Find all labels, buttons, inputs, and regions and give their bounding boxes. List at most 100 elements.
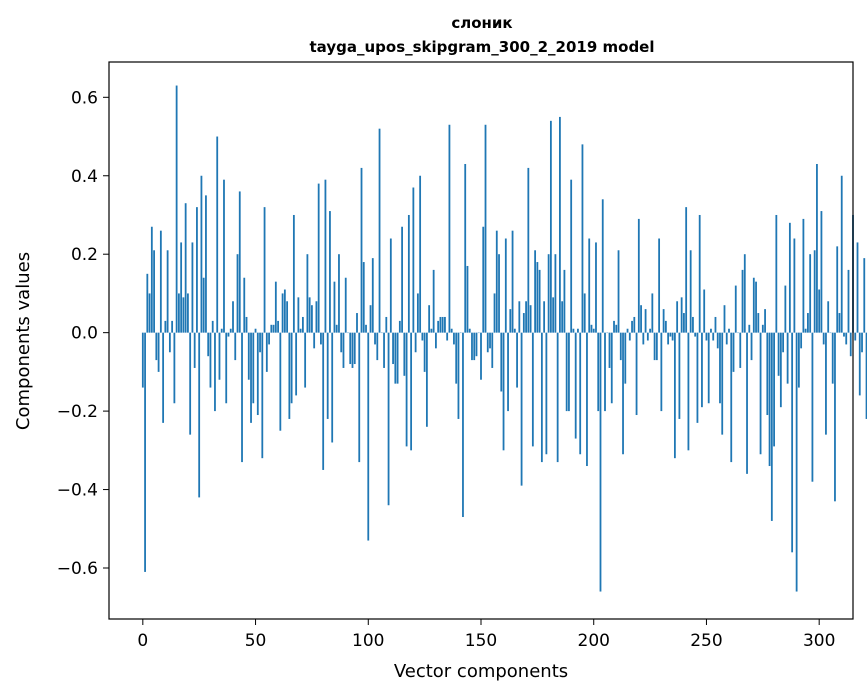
bar bbox=[610, 332, 613, 404]
bar bbox=[633, 316, 636, 333]
bar bbox=[259, 332, 261, 353]
bar bbox=[171, 320, 174, 333]
bar bbox=[834, 332, 836, 502]
bar bbox=[701, 332, 703, 408]
bar bbox=[455, 332, 458, 384]
bar bbox=[444, 316, 446, 333]
bar bbox=[407, 214, 410, 333]
bar bbox=[480, 332, 482, 380]
bar bbox=[739, 332, 742, 368]
bar bbox=[534, 250, 537, 333]
bar bbox=[482, 226, 485, 333]
bar bbox=[322, 332, 325, 470]
bar bbox=[331, 332, 334, 443]
bar bbox=[504, 238, 507, 333]
bar bbox=[531, 332, 534, 447]
bar bbox=[290, 332, 293, 404]
bar bbox=[574, 332, 577, 439]
bar bbox=[360, 167, 363, 333]
bar bbox=[865, 332, 867, 419]
bar bbox=[732, 332, 735, 372]
bar bbox=[746, 332, 748, 474]
bar bbox=[349, 332, 352, 365]
bar bbox=[286, 301, 289, 333]
bar bbox=[509, 309, 512, 333]
bar bbox=[146, 273, 149, 333]
bar bbox=[538, 269, 541, 333]
bar bbox=[516, 332, 518, 388]
x-tick-label: 0 bbox=[137, 631, 148, 651]
bar bbox=[653, 332, 656, 361]
bar bbox=[320, 332, 322, 345]
bar bbox=[784, 285, 787, 333]
bar bbox=[687, 332, 690, 451]
bar bbox=[734, 285, 737, 333]
bar bbox=[768, 332, 771, 467]
y-tick-label: −0.6 bbox=[57, 559, 98, 579]
bar bbox=[342, 332, 345, 368]
bar bbox=[435, 332, 437, 349]
bar bbox=[446, 332, 449, 341]
y-axis-label: Components values bbox=[13, 252, 34, 430]
bar bbox=[707, 332, 710, 404]
bar bbox=[759, 332, 762, 455]
bar bbox=[164, 320, 167, 333]
bar bbox=[441, 316, 444, 333]
bar bbox=[601, 199, 604, 333]
bar bbox=[615, 324, 618, 333]
bar bbox=[495, 230, 498, 333]
bar bbox=[308, 297, 311, 333]
bar bbox=[292, 214, 295, 333]
bar bbox=[728, 328, 730, 333]
x-axis-ticks: 0 50 100 150 200 250 300 bbox=[137, 619, 835, 651]
x-tick-label: 100 bbox=[352, 631, 384, 651]
bar bbox=[827, 301, 830, 333]
bar bbox=[719, 332, 721, 404]
bar bbox=[797, 332, 800, 388]
bar bbox=[148, 293, 151, 333]
bar bbox=[502, 332, 505, 451]
bar bbox=[683, 313, 685, 333]
bar bbox=[279, 332, 282, 431]
bar bbox=[793, 238, 796, 333]
bar bbox=[173, 332, 176, 404]
bar bbox=[680, 297, 683, 333]
bar bbox=[396, 332, 399, 384]
bar bbox=[642, 332, 645, 345]
bar bbox=[863, 258, 866, 333]
bar bbox=[554, 254, 557, 333]
bar bbox=[547, 254, 550, 333]
bar bbox=[689, 250, 692, 333]
bar bbox=[394, 332, 397, 384]
bar bbox=[344, 277, 347, 333]
bar bbox=[581, 144, 584, 333]
bar bbox=[317, 183, 320, 333]
chart-title-line2: tayga_upos_skipgram_300_2_2019 model bbox=[310, 38, 655, 56]
bar bbox=[263, 207, 266, 333]
bar bbox=[177, 293, 180, 333]
bar bbox=[484, 124, 487, 333]
bar bbox=[619, 332, 622, 361]
bar bbox=[786, 332, 789, 384]
bar bbox=[389, 238, 392, 333]
bar bbox=[191, 242, 194, 333]
bar bbox=[588, 238, 591, 333]
bar bbox=[489, 332, 491, 349]
bar bbox=[525, 301, 527, 333]
bar bbox=[425, 332, 428, 427]
bar bbox=[725, 332, 728, 345]
bar bbox=[556, 332, 559, 463]
bar bbox=[250, 332, 252, 423]
bars-group bbox=[141, 85, 867, 592]
bar bbox=[595, 242, 597, 333]
bar bbox=[277, 320, 279, 333]
bar bbox=[232, 301, 234, 333]
bar bbox=[813, 250, 816, 333]
bar bbox=[401, 226, 403, 333]
bar bbox=[486, 332, 489, 353]
bar bbox=[329, 211, 331, 333]
y-tick-label: 0.4 bbox=[71, 167, 98, 187]
bar bbox=[378, 128, 381, 333]
bar bbox=[155, 332, 158, 361]
